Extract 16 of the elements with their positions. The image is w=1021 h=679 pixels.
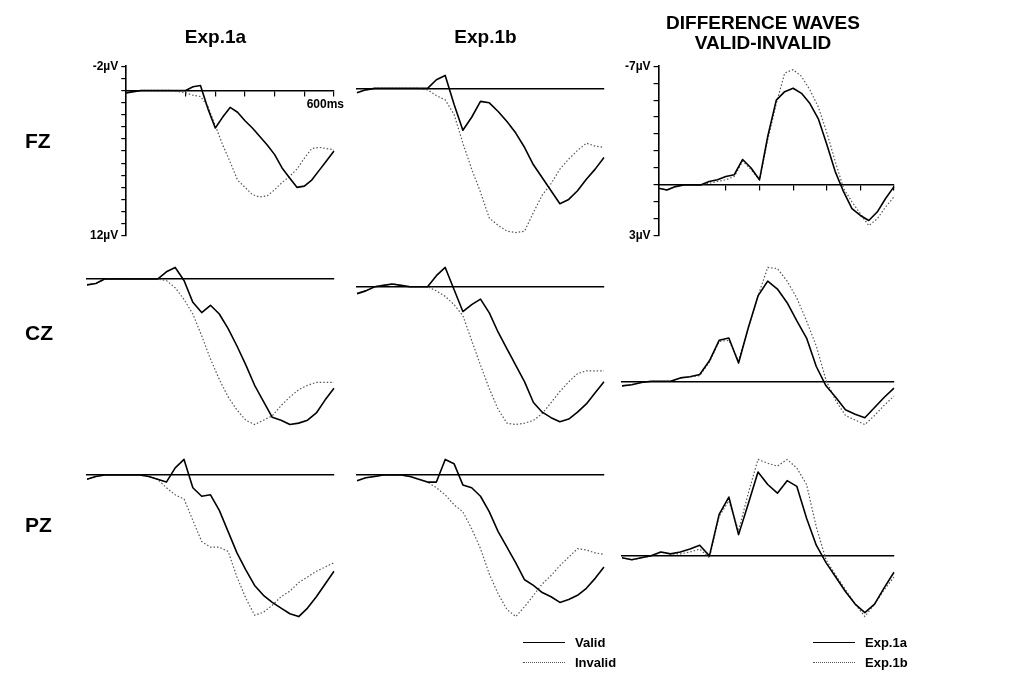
y-axis-title: FZ (25, 129, 51, 153)
y-axis-title: PZ (25, 513, 52, 537)
legend-label: Invalid (575, 654, 617, 670)
chart-title: DIFFERENCE WAVES (665, 12, 861, 34)
legend-label: Exp.1a (865, 634, 907, 650)
y-tick-label: -7µV (624, 58, 651, 73)
legend-label: Valid (575, 634, 606, 650)
chart-subtitle: VALID-INVALID (693, 32, 833, 54)
y-axis-title: CZ (25, 321, 53, 345)
chart-title: Exp.1a (183, 26, 248, 48)
y-tick-label: -2µV (92, 58, 119, 73)
y-tick-label: 3µV (628, 228, 651, 243)
y-tick-label: 12µV (90, 228, 119, 243)
annotation: 600ms (306, 96, 345, 111)
chart-title: Exp.1b (453, 26, 518, 48)
legend-label: Exp.1b (865, 654, 908, 670)
